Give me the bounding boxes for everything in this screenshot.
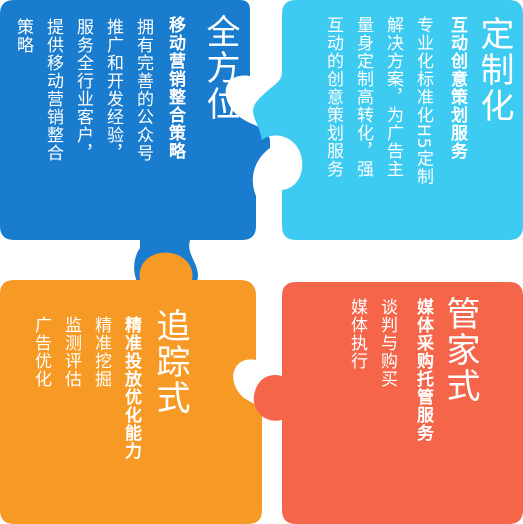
puzzle-piece-top-right [253, 0, 523, 240]
body-line-top-left-4: 提供移动营销整合 [43, 18, 63, 162]
body-line-bottom-right-1: 谈判与购买 [377, 298, 397, 388]
body-line-bottom-right-2: 媒体执行 [347, 298, 367, 370]
body-line-bottom-left-1: 精准挖掘 [91, 316, 111, 388]
title-bottom-left: 追踪式 [150, 308, 190, 416]
title-top-left: 全方位 [200, 14, 240, 122]
body-line-top-left-2: 推广和开发经验， [103, 18, 123, 162]
body-line-bottom-left-2: 监测评估 [61, 316, 81, 388]
subtitle-top-left: 移动营销整合策略 [165, 16, 185, 160]
subtitle-bottom-right: 媒体采购托管服务 [413, 298, 433, 442]
subtitle-top-right: 互动创意策划服务 [447, 16, 467, 160]
body-line-top-right-2: 解决方案，为广告主 [383, 16, 403, 178]
body-line-top-right-3: 量身定制高转化，强 [353, 16, 373, 178]
title-top-right: 定制化 [474, 16, 514, 124]
puzzle-piece-bottom-left [0, 252, 262, 524]
puzzle-piece-top-left [0, 0, 270, 300]
body-line-top-left-5: 策略 [13, 18, 33, 54]
body-line-bottom-left-3: 广告优化 [31, 316, 51, 388]
body-line-top-right-1: 专业化标准化H5定制 [413, 16, 433, 186]
subtitle-bottom-left: 精准投放优化能力 [121, 316, 141, 460]
body-line-top-left-3: 服务全行业客户， [73, 18, 93, 162]
title-bottom-right: 管家式 [440, 296, 480, 404]
puzzle-piece-bottom-right [253, 282, 523, 524]
body-line-top-left-1: 拥有完善的公众号 [133, 18, 153, 162]
body-line-top-right-4: 互动的创意策划服务 [323, 16, 343, 178]
